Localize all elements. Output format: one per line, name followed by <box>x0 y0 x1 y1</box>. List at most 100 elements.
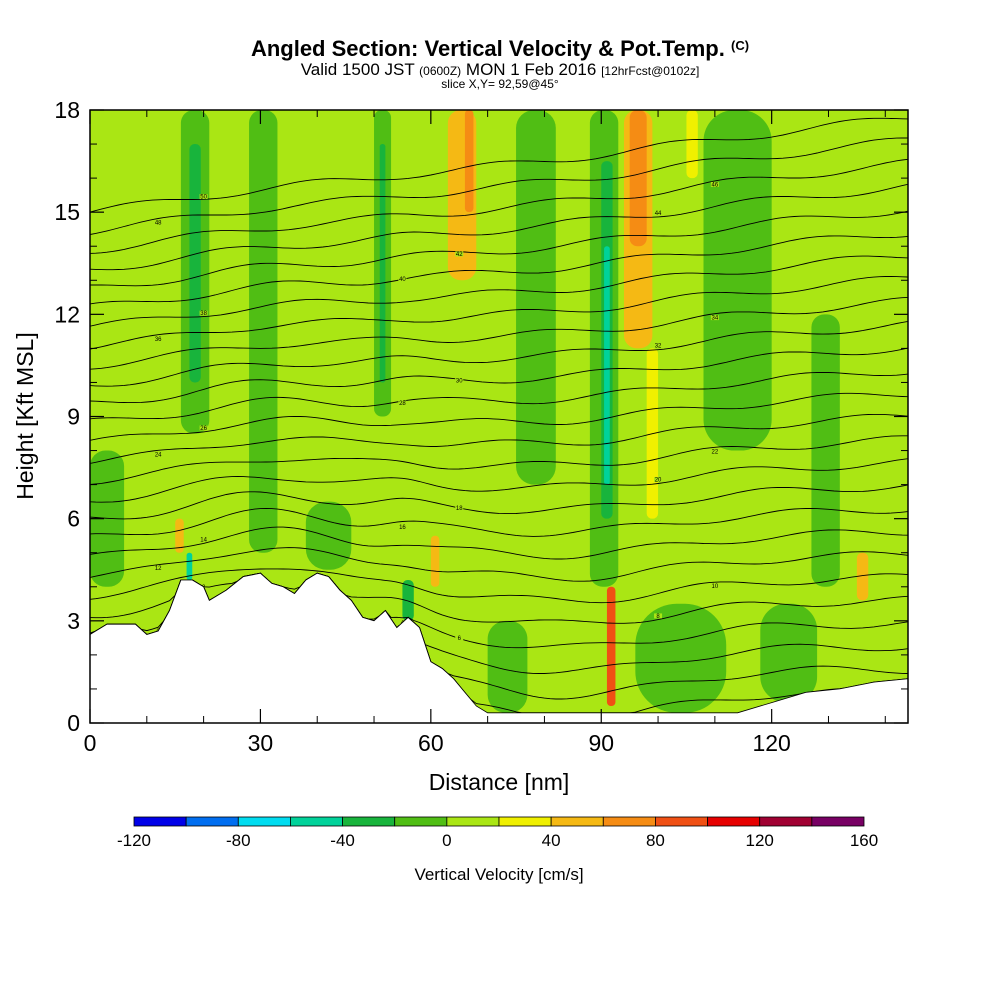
isentrope-label-bg <box>455 251 464 257</box>
y-tick-label: 15 <box>54 199 80 225</box>
isentrope-label: 12 <box>155 566 162 572</box>
isentrope-line <box>90 276 908 350</box>
isentrope-label-bg <box>398 524 407 530</box>
x-tick-label: 30 <box>248 730 274 756</box>
updraft-cell <box>856 552 869 601</box>
isentrope-label-bg <box>654 477 663 483</box>
valid-date: MON 1 Feb 2016 <box>465 60 597 79</box>
isentrope-label: 16 <box>399 525 406 531</box>
isentrope-label-bg <box>710 315 719 321</box>
isentrope-label-bg <box>455 378 464 384</box>
isentrope-label-bg <box>154 219 163 225</box>
colorbar-swatch <box>290 816 343 827</box>
isentrope-label: 8 <box>656 614 660 620</box>
isentrope-label: 10 <box>712 584 719 590</box>
y-tick-label: 18 <box>54 97 80 123</box>
y-axis-label: Height [Kft MSL] <box>12 332 38 499</box>
isentrope-label: 24 <box>155 452 162 458</box>
isentrope-label-bg <box>154 451 163 457</box>
updraft-cell <box>686 110 698 179</box>
isentrope-line <box>90 255 908 327</box>
isentrope-label: 22 <box>712 449 719 455</box>
y-tick-label: 9 <box>67 404 80 430</box>
downdraft-cell <box>487 620 528 713</box>
forecast-info: [12hrFcst@0102z] <box>601 64 700 78</box>
colorbar-tick-label: 40 <box>542 831 561 850</box>
downdraft-cell <box>402 579 414 621</box>
updraft-cell <box>606 586 616 706</box>
isentrope-label-bg <box>710 181 719 187</box>
isentrope-line <box>90 296 908 370</box>
x-axis-label: Distance [nm] <box>429 769 570 795</box>
isentrope-label-bg <box>154 336 163 342</box>
colorbar-swatch <box>133 816 187 827</box>
chart-title-unit: (C) <box>731 38 750 53</box>
updraft-cell <box>430 535 440 587</box>
isentrope-line <box>90 572 908 624</box>
isentrope-label-bg <box>710 448 719 454</box>
isentrope-label: 50 <box>200 195 207 201</box>
isentrope-line <box>90 158 908 254</box>
isentrope-label-bg <box>455 505 464 511</box>
isentrope-label: 44 <box>655 211 662 217</box>
colorbar-swatch <box>237 816 291 827</box>
isentrope-line <box>90 371 908 420</box>
isentrope-line <box>90 210 908 287</box>
downdraft-cell <box>703 110 772 451</box>
downdraft-cell <box>189 144 201 383</box>
isentrope-label-bg <box>710 583 719 589</box>
colorbar-swatch <box>342 816 396 827</box>
isentrope-label: 18 <box>456 506 463 512</box>
colorbar-swatch <box>707 816 761 827</box>
isentrope-line <box>90 117 908 213</box>
y-tick-label: 3 <box>67 608 80 634</box>
chart-title: Angled Section: Vertical Velocity & Pot.… <box>0 36 1000 62</box>
isentrope-line <box>90 547 908 582</box>
isentrope-contours: 0246810121416182022242628303234363840424… <box>90 117 908 714</box>
downdraft-cell <box>760 603 818 703</box>
colorbar-swatch <box>394 816 448 827</box>
isentrope-line <box>90 435 908 485</box>
isentrope-line <box>90 526 908 560</box>
updraft-cell <box>175 518 184 553</box>
colorbar-swatch <box>602 816 656 827</box>
colorbar-swatch <box>498 816 552 827</box>
isentrope-label-bg <box>199 536 208 542</box>
colorbar-swatch <box>185 816 239 827</box>
isentrope-line <box>90 508 908 537</box>
downdraft-cell <box>305 501 352 570</box>
colorbar-tick-label: 0 <box>442 831 451 850</box>
isentrope-label-bg <box>654 343 663 349</box>
isentrope-label-bg <box>398 400 407 406</box>
isentrope-label: 34 <box>712 316 719 322</box>
colorbar-tick-label: -40 <box>330 831 355 850</box>
isentrope-label: 46 <box>712 182 719 188</box>
isentrope-line <box>90 320 908 387</box>
isentrope-line <box>90 568 908 604</box>
downdraft-cell <box>516 110 556 485</box>
colorbar-swatch <box>655 816 708 827</box>
colorbar-tick-label: 80 <box>646 831 665 850</box>
isentrope-line <box>90 347 908 404</box>
x-tick-label: 60 <box>418 730 444 756</box>
isentrope-label-bg <box>199 310 208 316</box>
isentrope-label-bg <box>398 276 407 282</box>
colorbar-swatch <box>811 816 865 827</box>
slice-info: slice X,Y= 92,59@45° <box>441 77 559 91</box>
isentrope-label-bg <box>199 194 208 200</box>
valid-utc: (0600Z) <box>419 64 462 78</box>
colorbar-tick-label: -120 <box>117 831 151 850</box>
y-tick-label: 0 <box>67 710 80 736</box>
isentrope-label: 42 <box>456 252 463 258</box>
isentrope-line <box>90 413 908 464</box>
colorbar-swatch <box>446 816 500 827</box>
terrain-mask <box>90 572 908 723</box>
isentrope-label-bg <box>654 210 663 216</box>
isentrope-label: 38 <box>200 311 207 317</box>
isentrope-label: 32 <box>655 344 662 350</box>
updraft-cell <box>629 110 647 247</box>
isentrope-label: 26 <box>200 426 207 432</box>
isentrope-line <box>90 392 908 441</box>
isentrope-label: 20 <box>655 478 662 484</box>
